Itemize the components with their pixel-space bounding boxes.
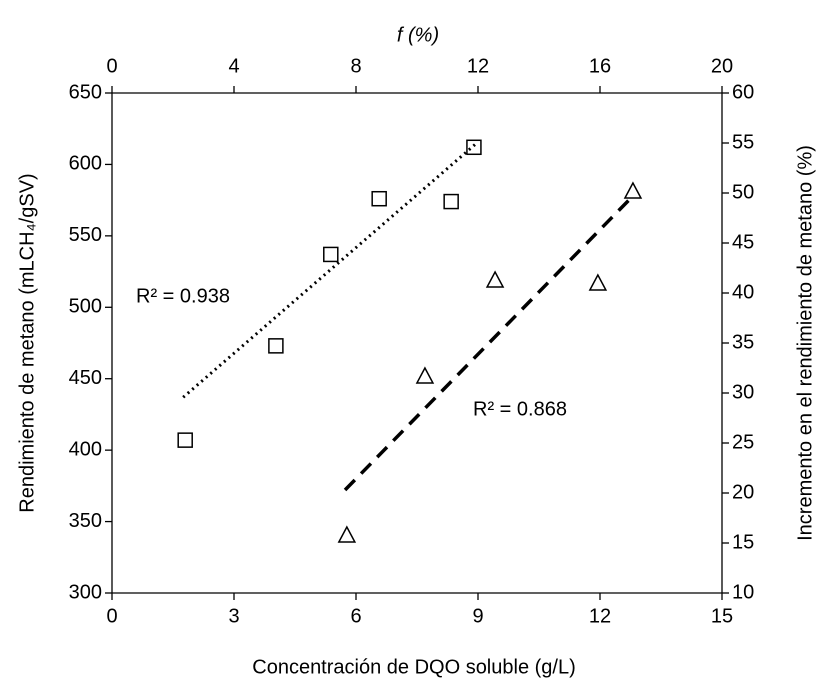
point xyxy=(466,139,482,156)
y2-tick-label: 15 xyxy=(732,531,754,553)
x2-tick-label: 4 xyxy=(228,55,239,77)
y2-tick-label: 20 xyxy=(732,481,754,503)
y-tick-label: 550 xyxy=(69,224,102,246)
x2-tick-label: 12 xyxy=(467,55,489,77)
x-tick-label: 12 xyxy=(589,605,611,627)
point xyxy=(268,338,284,354)
x-tick-label: 3 xyxy=(228,605,239,627)
point xyxy=(323,246,339,263)
y2-tick-label: 40 xyxy=(732,281,754,303)
point xyxy=(485,270,505,288)
x-tick-label: 6 xyxy=(350,605,361,627)
point xyxy=(623,181,643,199)
y-axis-label: Rendimiento de metano (mLCH₄/gSV) xyxy=(16,173,38,512)
y-tick-label: 600 xyxy=(69,153,102,175)
y2-tick-label: 35 xyxy=(732,331,754,353)
y2-axis-label: Incremento en el rendimiento de metano (… xyxy=(794,145,816,541)
point xyxy=(177,432,193,448)
y2-tick-label: 55 xyxy=(732,131,754,153)
y2-tick-label: 60 xyxy=(732,81,754,103)
point xyxy=(371,190,387,207)
y2-tick-label: 25 xyxy=(732,431,754,453)
y2-tick-label: 30 xyxy=(732,381,754,403)
y-tick-label: 350 xyxy=(69,510,102,532)
x-tick-label: 15 xyxy=(711,605,733,627)
annotation: R² = 0.938 xyxy=(136,285,230,307)
trend-line xyxy=(343,194,635,492)
point xyxy=(415,366,435,384)
y-tick-label: 500 xyxy=(69,296,102,318)
y2-tick-label: 10 xyxy=(732,581,754,603)
y2-tick-label: 45 xyxy=(732,231,754,253)
point xyxy=(443,193,459,210)
x2-tick-label: 16 xyxy=(589,55,611,77)
y2-tick-label: 50 xyxy=(732,181,754,203)
y-tick-label: 400 xyxy=(69,438,102,460)
y-tick-label: 650 xyxy=(69,81,102,103)
x2-axis-label: f (%) xyxy=(397,24,439,46)
y-tick-label: 300 xyxy=(69,581,102,603)
x-tick-label: 9 xyxy=(472,605,483,627)
y-tick-label: 450 xyxy=(69,367,102,389)
x-tick-label: 0 xyxy=(106,605,117,627)
x2-tick-label: 20 xyxy=(711,55,733,77)
x2-tick-label: 0 xyxy=(106,55,117,77)
trend-line xyxy=(182,143,477,399)
x-axis-label: Concentración de DQO soluble (g/L) xyxy=(252,656,576,678)
x2-tick-label: 8 xyxy=(350,55,361,77)
point xyxy=(337,525,357,543)
point xyxy=(588,273,608,291)
annotation: R² = 0.868 xyxy=(473,398,567,420)
